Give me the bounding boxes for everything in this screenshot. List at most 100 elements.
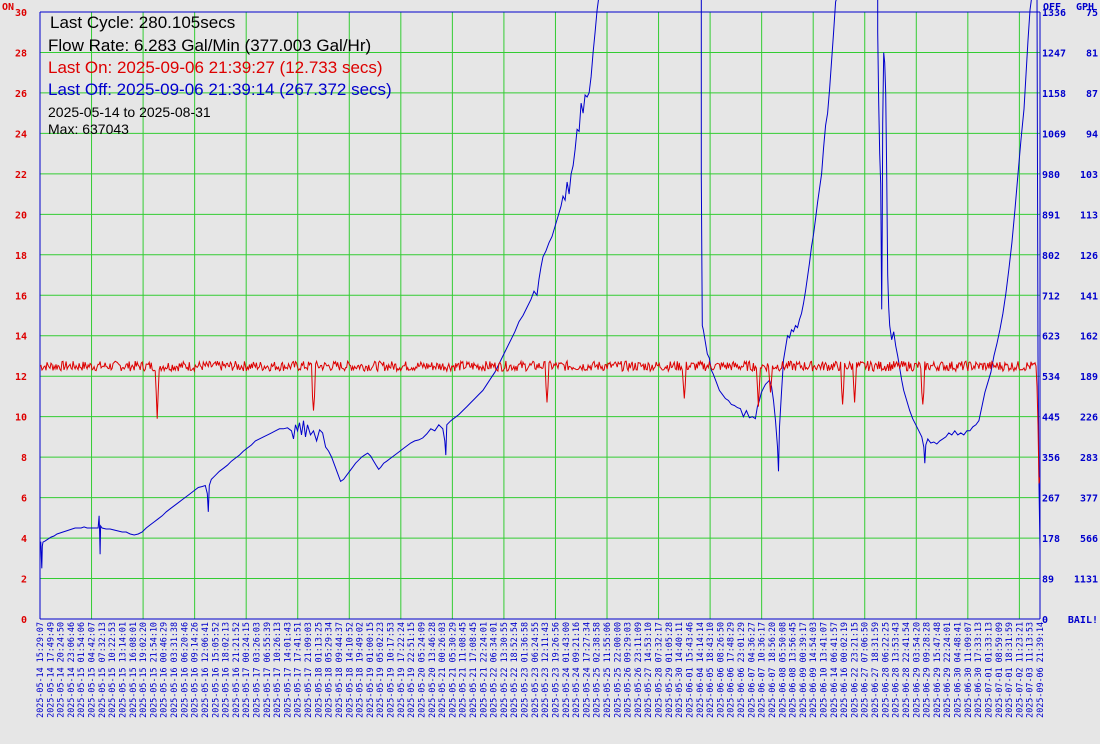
x-axis-tick-label: 2025-05-22 13:30:55 [499,622,509,718]
x-axis-tick-label: 2025-06-04 14:14:14 [695,622,705,718]
gph-axis-tick-label: 113 [1080,210,1098,221]
x-axis-tick-label: 2025-05-16 00:46:29 [159,622,169,718]
left-axis-tick-label: 8 [21,453,27,464]
x-axis-tick-label: 2025-06-08 05:50:08 [777,622,787,718]
x-axis-tick-label: 2025-06-09 00:39:17 [798,622,808,718]
x-axis-tick-label: 2025-06-30 11:09:07 [963,622,973,718]
left-axis-tick-label: 12 [15,372,27,383]
gph-axis-tick-label: 103 [1080,170,1098,181]
left-axis-tick-label: 10 [15,413,27,424]
on-series-line [40,359,1040,484]
gph-axis-tick-label: 87 [1086,89,1098,100]
x-axis-tick-label: 2025-05-25 02:38:58 [592,622,602,718]
gph-axis-tick-label: 283 [1080,453,1098,464]
off-axis-tick-label: 0 [1042,615,1048,626]
x-axis-tick-label: 2025-06-10 13:41:07 [819,622,829,718]
x-axis-tick-label: 2025-05-27 14:53:10 [643,622,653,718]
gph-axis-tick-label: 81 [1086,48,1098,59]
gph-axis-tick-label: BAIL! [1068,615,1098,626]
gph-axis-tick-label: 566 [1080,534,1098,545]
left-axis-tick-label: 16 [15,291,27,302]
left-axis-tick-label: 24 [15,129,27,140]
x-axis-tick-label: 2025-05-29 01:05:28 [664,622,674,718]
x-axis-tick-label: 2025-06-27 18:31:59 [870,622,880,718]
x-axis-tick-label: 2025-05-15 19:02:20 [138,622,148,718]
max-text: Max: 637043 [48,121,129,137]
x-axis-tick-label: 2025-06-07 10:36:17 [757,622,767,718]
x-axis-tick-label: 2025-06-06 08:26:50 [715,622,725,718]
x-axis-tick-label: 2025-05-14 23:06:46 [66,622,76,718]
x-axis-tick-label: 2025-05-19 10:17:53 [386,622,396,718]
x-axis-tick-label: 2025-05-14 15:29:07 [35,622,45,718]
left-axis-tick-label: 18 [15,251,27,262]
x-axis-tick-label: 2025-05-17 03:26:03 [251,622,261,718]
x-axis-tick-label: 2025-05-26 23:11:09 [633,622,643,718]
x-axis-tick-label: 2025-05-21 11:08:45 [458,622,468,718]
x-axis-tick-label: 2025-06-14 06:41:57 [829,622,839,718]
off-axis-tick-label: 712 [1042,291,1060,302]
x-axis-tick-label: 2025-06-29 09:28:28 [922,622,932,718]
x-axis-tick-label: 2025-05-19 01:00:15 [365,622,375,718]
gph-axis-tick-label: 189 [1080,372,1098,383]
off-axis-tick-label: 534 [1042,372,1060,383]
x-axis-tick-label: 2025-06-30 17:33:13 [973,622,983,718]
left-axis-tick-label: 14 [15,332,27,343]
x-axis-tick-label: 2025-05-28 07:32:17 [654,622,664,718]
off-axis-tick-label: 1158 [1042,89,1066,100]
x-axis-tick-label: 2025-05-15 10:22:53 [107,622,117,718]
flow-rate-text: Flow Rate: 6.283 Gal/Min (377.003 Gal/Hr… [48,36,372,55]
gph-axis-tick-label: 226 [1080,413,1098,424]
x-axis-tick-label: 2025-06-29 15:47:48 [932,622,942,718]
x-axis-tick-label: 2025-05-18 01:13:25 [313,622,323,718]
x-axis-tick-label: 2025-05-23 12:11:43 [540,622,550,718]
x-axis-tick-label: 2025-06-30 04:48:41 [953,622,963,718]
x-axis-tick-label: 2025-05-16 18:02:13 [221,622,231,718]
x-axis-tick-label: 2025-06-06 17:48:29 [726,622,736,718]
off-axis-tick-label: 1336 [1042,8,1066,19]
off-axis-tick-label: 178 [1042,534,1060,545]
x-axis-tick-label: 2025-05-19 22:51:15 [406,622,416,718]
x-axis-tick-label: 2025-05-15 16:08:01 [128,622,138,718]
x-axis-tick-label: 2025-07-03 11:13:53 [1025,622,1035,718]
x-axis-tick-label: 2025-06-08 13:56:45 [788,622,798,718]
x-axis-tick-label: 2025-05-21 05:30:29 [447,622,457,718]
x-axis-tick-label: 2025-05-18 14:10:52 [344,622,354,718]
x-axis-tick-label: 2025-06-22 23:21:15 [849,622,859,718]
left-axis-tick-label: 4 [21,534,27,545]
x-axis-tick-label: 2025-06-06 23:01:29 [736,622,746,718]
gph-axis-tick-label: 126 [1080,251,1098,262]
off-axis-tick-label: 802 [1042,251,1060,262]
x-axis-tick-label: 2025-05-16 09:14:26 [190,622,200,718]
x-axis-tick-label: 2025-05-25 11:55:06 [602,622,612,718]
x-axis-tick-label: 2025-05-16 03:31:38 [169,622,179,718]
x-axis-tick-label: 2025-07-02 11:23:21 [1014,622,1024,718]
left-axis-tick-label: 28 [15,48,27,59]
x-axis-tick-label: 2025-05-19 05:02:23 [375,622,385,718]
x-axis-tick-label: 2025-05-15 13:14:01 [117,622,127,718]
x-axis-tick-label: 2025-05-18 19:49:02 [355,622,365,718]
x-axis-tick-label: 2025-05-19 17:22:24 [396,622,406,718]
gph-axis-tick-label: 94 [1086,129,1098,140]
x-axis-tick-label: 2025-05-20 13:46:28 [427,622,437,718]
x-axis-tick-label: 2025-05-24 17:27:34 [581,622,591,718]
off-axis-tick-label: 891 [1042,210,1060,221]
x-axis-tick-label: 2025-05-14 17:49:49 [45,622,55,718]
x-axis-tick-label: 2025-05-14 20:24:50 [56,622,66,718]
x-axis-tick-label: 2025-06-28 06:22:25 [880,622,890,718]
off-axis-tick-label: 623 [1042,332,1060,343]
gph-axis-header: GPH [1076,2,1094,13]
x-axis-tick-label: 2025-06-27 07:06:50 [860,622,870,718]
x-axis-tick-label: 2025-05-18 05:29:34 [324,622,334,718]
x-axis-tick-label: 2025-05-17 17:41:51 [293,622,303,718]
off-axis-tick-label: 356 [1042,453,1060,464]
x-axis-tick-label: 2025-05-18 09:44:37 [334,622,344,718]
x-axis-tick-label: 2025-05-17 06:55:39 [262,622,272,718]
left-axis-tick-label: 30 [15,8,27,19]
x-axis-tick-label: 2025-05-20 05:24:09 [416,622,426,718]
date-range-text: 2025-05-14 to 2025-08-31 [48,104,211,120]
off-axis-tick-label: 267 [1042,494,1060,505]
x-axis-tick-label: 2025-05-22 18:52:54 [509,622,519,718]
x-axis-tick-label: 2025-05-15 01:54:06 [76,622,86,718]
x-axis-tick-label: 2025-05-23 01:36:58 [520,622,530,718]
